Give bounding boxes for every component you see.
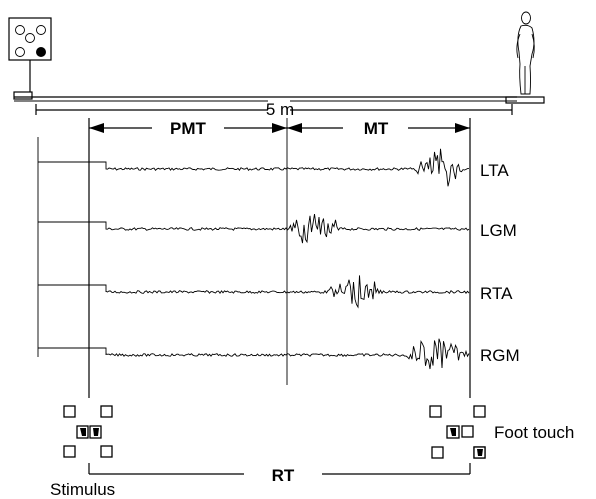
standing-person-icon — [505, 11, 545, 104]
foot-pad-icon — [446, 425, 460, 439]
rt-label: RT — [272, 466, 295, 485]
floor-line — [14, 96, 517, 102]
foot-pad-icon — [76, 425, 102, 439]
emg-trace-rta — [89, 275, 470, 309]
distance-label: 5 m — [266, 100, 294, 119]
stimulus-label: Stimulus — [50, 480, 115, 499]
channel-label-rta: RTA — [480, 284, 513, 303]
led-panel-icon — [8, 17, 52, 100]
emg-traces — [38, 148, 470, 370]
end-foot-pads — [429, 405, 486, 459]
foot-pad-icon — [473, 446, 486, 459]
channel-label-lta: LTA — [480, 161, 509, 180]
distance-line — [35, 100, 513, 116]
rt-bracket — [88, 463, 471, 475]
emg-trace-rgm — [89, 338, 470, 370]
emg-trace-lgm — [89, 214, 470, 244]
pmt-label: PMT — [170, 119, 207, 138]
start-foot-pads — [63, 405, 113, 458]
channel-label-lgm: LGM — [480, 221, 517, 240]
mt-label: MT — [364, 119, 389, 138]
foot-touch-label: Foot touch — [494, 423, 574, 442]
interval-arrows — [89, 123, 470, 133]
channel-label-rgm: RGM — [480, 346, 520, 365]
emg-trace-lta — [89, 148, 469, 187]
